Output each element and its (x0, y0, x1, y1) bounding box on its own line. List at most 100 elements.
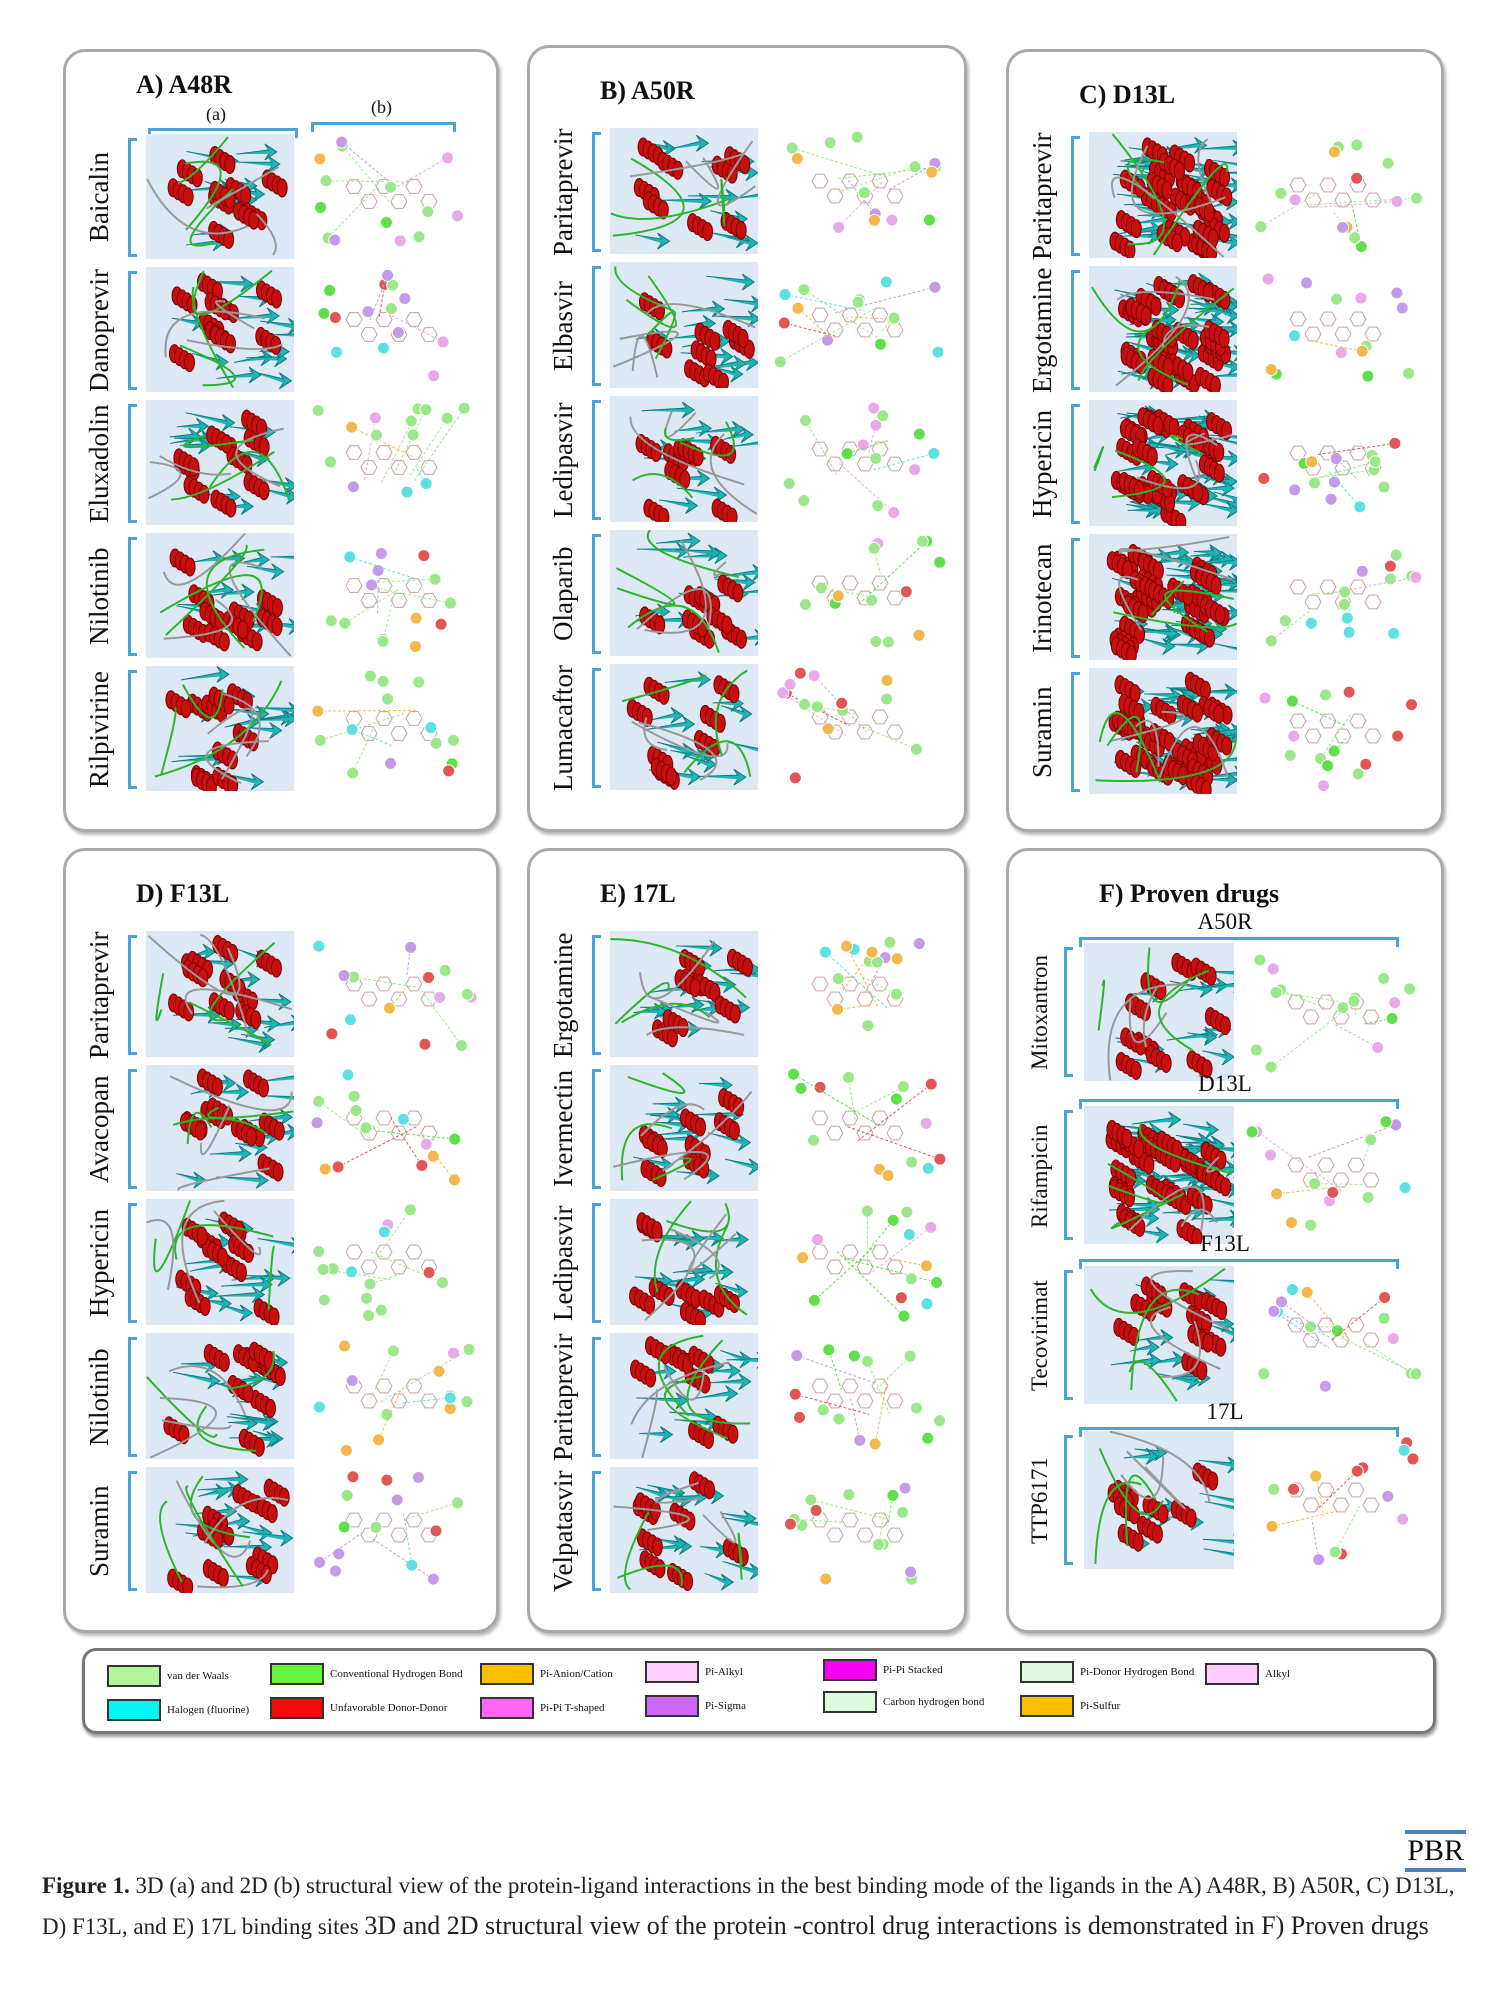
alpha-helix (1136, 1515, 1163, 1544)
view-2d (306, 1065, 482, 1191)
helix-turn (1202, 1333, 1214, 1353)
view-2d (1249, 400, 1427, 526)
residue-node (839, 939, 853, 953)
helix-turn (1218, 223, 1230, 243)
beta-sheet (179, 437, 212, 455)
ligand-ring (360, 1393, 378, 1409)
helix-turn (682, 1572, 694, 1592)
interaction-line (1330, 1297, 1385, 1341)
helix-turn (1160, 1053, 1172, 1073)
coil (255, 213, 277, 256)
coil (206, 166, 280, 210)
beta-sheet (173, 1371, 221, 1390)
residue-node (1300, 1285, 1314, 1299)
coil (1197, 138, 1212, 202)
ligand-ring (1287, 1157, 1305, 1173)
view-3d (146, 532, 312, 658)
coil (614, 981, 670, 1025)
view-3d (1089, 400, 1264, 532)
ligand-row: Ivermectin (530, 1065, 964, 1193)
beta-sheet (185, 412, 236, 432)
interaction-line (408, 417, 448, 478)
residue-node (419, 403, 433, 417)
interaction-line (337, 1126, 418, 1168)
coil (643, 717, 668, 752)
interaction-line (795, 1393, 870, 1415)
residue-node (1391, 729, 1405, 743)
helix-turn (1204, 628, 1216, 648)
helix-turn (703, 1480, 715, 1500)
residue-node (422, 971, 436, 985)
coil (664, 411, 697, 438)
residue-node (377, 1225, 391, 1239)
beta-sheet (1131, 1111, 1182, 1129)
interaction-line (378, 1389, 402, 1440)
residue-node (810, 700, 824, 714)
helix-turn (1175, 512, 1187, 532)
alpha-helix (657, 151, 684, 180)
coil (1135, 719, 1160, 767)
beta-sheet (255, 487, 300, 505)
residue-node (1381, 1489, 1395, 1503)
ligand-ring (871, 976, 889, 992)
interaction-line (369, 1536, 434, 1580)
alpha-helix (711, 498, 738, 527)
view-2d (1241, 943, 1431, 1081)
residue-node (371, 564, 385, 578)
ligand-ring (871, 1244, 889, 1260)
beta-sheet (222, 498, 255, 515)
legend-item: Pi-Sigma (645, 1695, 746, 1717)
residue-node (853, 1433, 867, 1447)
interaction-line (850, 316, 893, 320)
residue-node (898, 1481, 912, 1495)
ligand-ring (856, 1259, 874, 1275)
row-bracket (592, 1203, 601, 1323)
coil (1184, 432, 1233, 446)
residue-node (908, 160, 922, 174)
ligand-ring (1317, 1317, 1335, 1333)
beta-sheet (209, 1083, 250, 1101)
alpha-helix (674, 969, 701, 998)
residue-node (831, 589, 845, 603)
residue-node (1350, 1464, 1364, 1478)
ligand-ring (826, 1125, 844, 1141)
interaction-diagram-2d (311, 669, 460, 780)
residue-node (370, 428, 384, 442)
residue-node (783, 1517, 797, 1531)
helix-turn (276, 178, 288, 198)
interaction-line (375, 1130, 455, 1140)
row-bracket (128, 670, 137, 789)
residue-node (381, 268, 395, 282)
ligand-ring (345, 179, 363, 194)
interaction-line (866, 1361, 890, 1414)
alpha-helix (1125, 297, 1152, 326)
residue-node (1379, 1115, 1393, 1129)
ligand-ring (1364, 192, 1382, 208)
beta-sheet (694, 1385, 739, 1403)
coil (1128, 997, 1168, 1044)
ligand-ring (811, 173, 829, 189)
residue-node (799, 413, 813, 427)
coil (207, 707, 254, 780)
coil (610, 197, 731, 220)
alpha-helix (1184, 671, 1211, 700)
residue-node (1257, 1367, 1271, 1381)
view-3d (610, 128, 781, 254)
legend-label: Alkyl (1265, 1668, 1291, 1680)
residue-node (1326, 1185, 1340, 1199)
beta-sheet (1169, 980, 1214, 998)
view-2d (770, 664, 950, 790)
helix-turn (223, 1526, 235, 1546)
row-bracket (592, 132, 601, 252)
alpha-helix (199, 601, 226, 630)
residue-node (1285, 1216, 1299, 1230)
beta-sheet (680, 348, 734, 366)
residue-node (374, 547, 388, 561)
alpha-helix (718, 1088, 745, 1117)
residue-node (909, 742, 923, 756)
residue-node (881, 1168, 895, 1182)
alpha-helix (208, 220, 235, 249)
legend-item: Alkyl (1205, 1663, 1290, 1685)
ligand-ring (841, 1244, 859, 1260)
residue-node (341, 1068, 355, 1082)
